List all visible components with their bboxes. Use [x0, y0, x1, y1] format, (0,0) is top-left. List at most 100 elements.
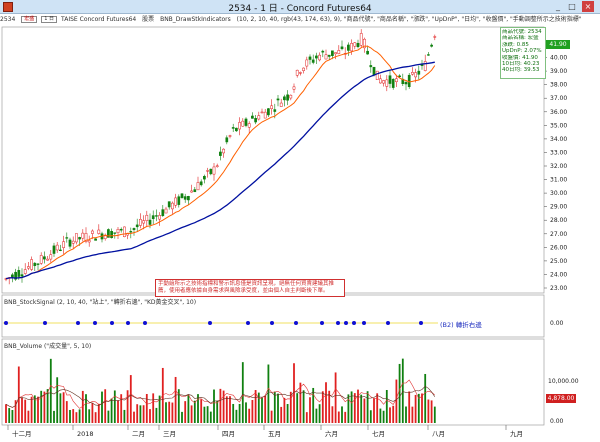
maximize-button[interactable]: □ [568, 2, 576, 11]
candle-body [244, 118, 248, 126]
volume-bar [155, 407, 158, 423]
signal-dot [93, 321, 97, 325]
candle-body [187, 196, 190, 201]
candle-body [209, 168, 213, 175]
volume-bar [366, 391, 369, 423]
signal-dot [344, 321, 348, 325]
candle-body [273, 109, 277, 112]
price-volume-chart[interactable]: 23.00 24.00 25.00 26.00 27.00 28.00 29.00 30.00… [0, 25, 600, 442]
volume-bar [62, 392, 65, 423]
candle-body [238, 122, 241, 130]
volume-bar [193, 400, 196, 423]
volume-bar [296, 393, 299, 423]
volume-bar [315, 408, 318, 423]
volume-bar [168, 401, 171, 423]
volume-axis-10000: 10,000.00 [548, 378, 579, 385]
volume-bar [267, 364, 270, 423]
candle-body [270, 105, 273, 109]
volume-bar [277, 393, 279, 423]
candle-body [84, 233, 88, 242]
candle-body [91, 230, 94, 234]
candle-body [167, 201, 171, 208]
volume-bar [85, 394, 87, 423]
candle-body [94, 238, 97, 241]
signal-dot [4, 321, 8, 325]
candle-body [193, 189, 197, 193]
signal-dot [419, 321, 423, 325]
volume-bar [53, 410, 55, 423]
signal-params: (2, 10, 40, "站上", "轉折右邊", "KD黃金交叉", 10) [56, 299, 197, 306]
price-axis-label: 24.00 [550, 271, 567, 278]
volume-bar [69, 409, 71, 423]
volume-bar [75, 412, 78, 423]
volume-ma5-line [5, 379, 435, 409]
candle-body [324, 54, 328, 60]
candle-body [263, 111, 267, 119]
signal-dot [386, 321, 390, 325]
chart-frame[interactable]: 23.00 24.00 25.00 26.00 27.00 28.00 29.00 30.00… [0, 25, 600, 442]
candle-body [55, 244, 59, 251]
signal-dot [43, 321, 47, 325]
volume-bar [353, 393, 356, 423]
quote-box: 商品代號: 2534 商品名稱: 宏盛 漲跌: 0.85 UpDnP: 2.07… [500, 27, 546, 79]
volume-bar [341, 406, 343, 423]
candle-body [251, 115, 254, 119]
volume-bar [213, 389, 215, 423]
candle-body [228, 135, 232, 137]
signal-axis-value: 0.00 [550, 320, 564, 327]
volume-bar [126, 390, 129, 423]
volume-bar [299, 382, 302, 423]
volume-bar [280, 406, 283, 423]
disclaimer-note: 手動繪所示之技術指標和警示訊息僅是資訊呈現，絕無任何買賣建議其推薦，使用者應依據… [155, 279, 345, 297]
volume-bar [369, 410, 372, 423]
volume-bar [257, 392, 260, 423]
volume-bar [142, 405, 145, 423]
candle-body [11, 274, 14, 278]
volume-bar [33, 395, 36, 423]
candle-body [17, 270, 21, 277]
candle-body [59, 249, 62, 251]
candle-body [116, 228, 120, 233]
volume-bar [94, 412, 97, 423]
signal-dot [143, 321, 147, 325]
candle-body [407, 74, 411, 87]
candle-body [129, 231, 133, 233]
candlesticks [4, 29, 437, 285]
candle-body [161, 209, 165, 217]
volume-bar [350, 391, 353, 423]
volume-bar [328, 390, 331, 423]
signal-dot [126, 321, 130, 325]
volume-bar [264, 395, 267, 423]
volume-bar [405, 406, 407, 423]
period-selector[interactable]: 1 日 [41, 16, 58, 23]
price-panel-border [1, 26, 545, 294]
price-axis-label: 40.00 [550, 55, 567, 62]
candle-body [350, 43, 353, 52]
candle-body [433, 36, 437, 38]
candle-body [206, 170, 209, 172]
volume-bar [174, 376, 177, 423]
candle-body [199, 181, 203, 186]
symbol-name[interactable]: 宏盛 [21, 16, 38, 23]
candle-body [231, 127, 235, 129]
volume-bar [385, 389, 388, 423]
minimize-button[interactable]: _ [556, 2, 560, 11]
volume-bar [139, 405, 142, 423]
indicator-name[interactable]: BNB_DrawStkIndicators [160, 16, 231, 23]
volume-bar [283, 397, 286, 423]
volume-bar [408, 391, 411, 423]
volume-bar [24, 399, 27, 423]
month-label: 十二月 [12, 429, 32, 438]
close-button[interactable]: × [582, 1, 594, 12]
candle-body [430, 44, 433, 47]
last-price-tag: 41.90 [546, 40, 570, 49]
volume-bar [72, 409, 75, 423]
quote-close: 收盤價: 41.90 [502, 54, 538, 61]
volume-bar [216, 400, 219, 423]
signal-dot [320, 321, 324, 325]
volume-bar [17, 366, 20, 423]
signal-dot [352, 321, 356, 325]
volume-bar [411, 406, 414, 423]
candle-body [305, 59, 309, 67]
candle-body [299, 72, 302, 74]
